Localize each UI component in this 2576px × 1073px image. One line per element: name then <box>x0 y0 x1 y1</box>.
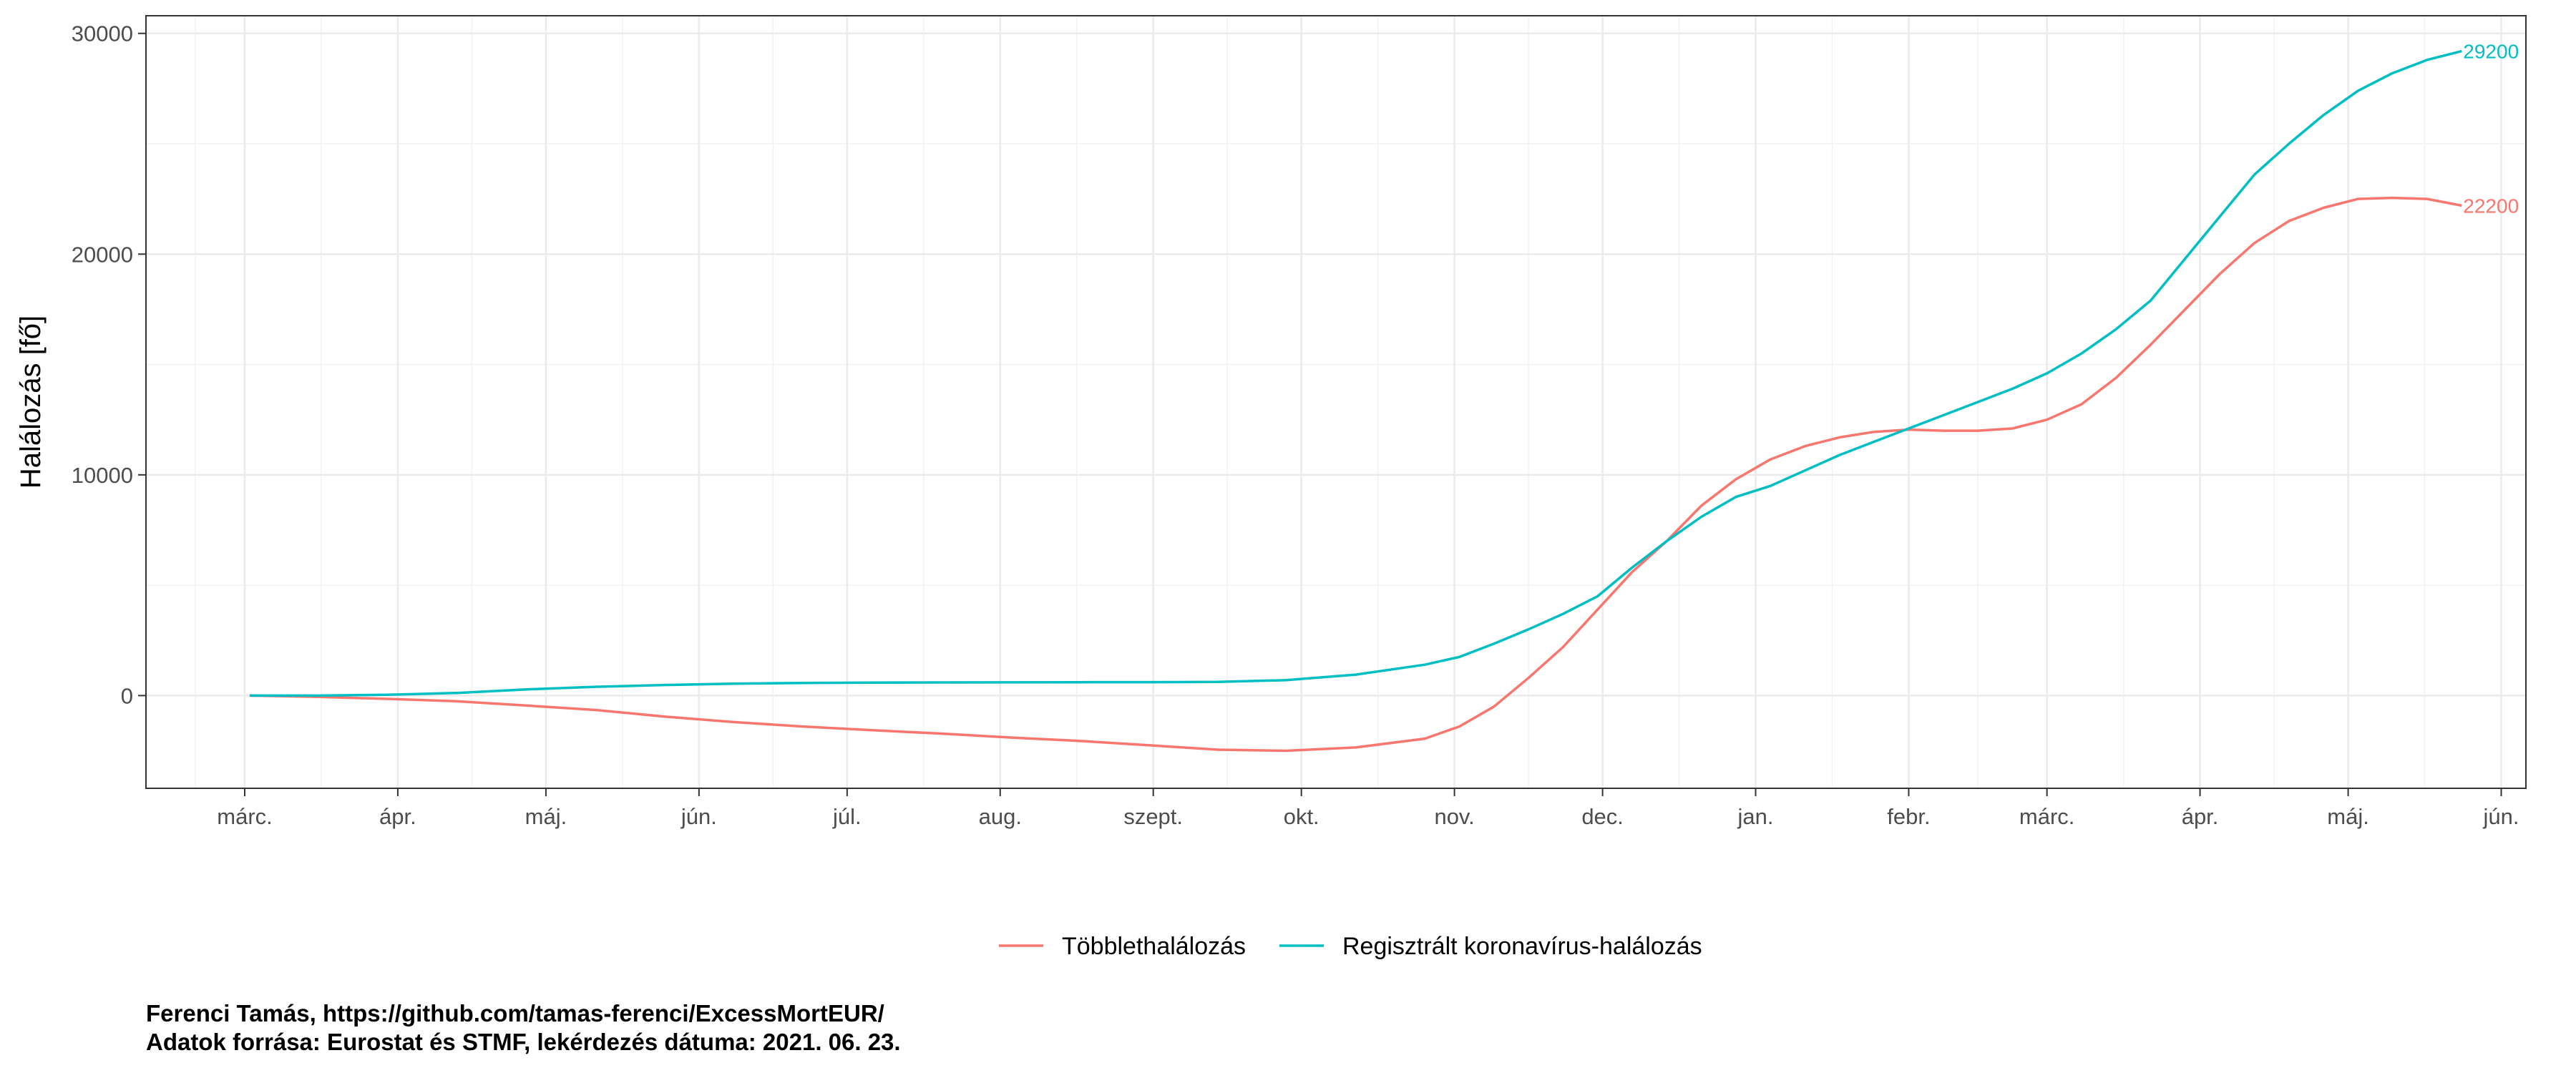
end-label-series-2: 29200 <box>2463 40 2519 62</box>
series-line-2 <box>249 49 2462 697</box>
major-gridlines <box>146 16 2526 788</box>
series-lines <box>249 49 2462 753</box>
x-tick-label: okt. <box>1284 804 1319 829</box>
x-tick-label: márc. <box>217 804 273 829</box>
x-tick-label: máj. <box>2327 804 2369 829</box>
x-tick-label: máj. <box>525 804 567 829</box>
x-tick-label: jan. <box>1737 804 1774 829</box>
legend-label-series-2: Regisztrált koronavírus-halálozás <box>1342 933 1702 960</box>
end-label-series-1: 22200 <box>2463 195 2519 217</box>
end-labels: 22200 29200 <box>2463 40 2519 217</box>
y-axis-title: Halálozás [fő] <box>15 315 47 489</box>
x-tick-label: jún. <box>680 804 717 829</box>
x-tick-label: dec. <box>1581 804 1624 829</box>
legend: Többlethalálozás Regisztrált koronavírus… <box>999 933 1702 960</box>
x-tick-label: márc. <box>2019 804 2075 829</box>
x-tick-label: nov. <box>1434 804 1474 829</box>
x-axis-tick-labels: márc. ápr. máj. jún. júl. aug. szept. okt. nov. d… <box>217 804 2519 829</box>
x-tick-label: febr. <box>1887 804 1930 829</box>
x-tick-label: ápr. <box>379 804 416 829</box>
panel-border <box>145 15 2527 789</box>
y-tick-label: 20000 <box>72 242 133 267</box>
caption-author: Ferenci Tamás, https://github.com/tamas-… <box>146 1000 884 1027</box>
legend-label-series-1: Többlethalálozás <box>1062 933 1246 960</box>
axis-ticks <box>138 32 2502 796</box>
x-tick-label: júl. <box>832 804 862 829</box>
x-tick-label: szept. <box>1123 804 1183 829</box>
x-tick-label: aug. <box>979 804 1022 829</box>
minor-gridlines <box>146 16 2526 788</box>
x-tick-label: ápr. <box>2182 804 2219 829</box>
y-axis-tick-labels: 0 10000 20000 30000 <box>72 21 133 709</box>
y-tick-label: 0 <box>121 683 133 708</box>
y-tick-label: 10000 <box>72 463 133 488</box>
x-tick-label: jún. <box>2483 804 2519 829</box>
y-tick-label: 30000 <box>72 21 133 46</box>
series-line-1 <box>249 196 2462 753</box>
caption-source: Adatok forrása: Eurostat és STMF, lekérd… <box>146 1029 901 1055</box>
